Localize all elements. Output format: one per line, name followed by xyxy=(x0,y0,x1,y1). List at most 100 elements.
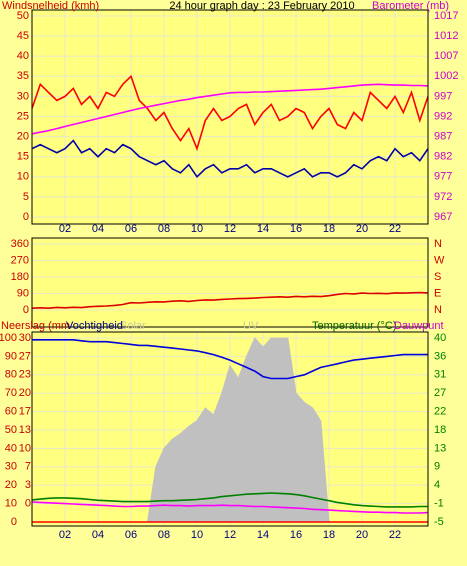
y-axis-label: Windsnelheid (kmh) xyxy=(2,0,99,12)
plot-area xyxy=(32,238,428,327)
x-tick-label: 16 xyxy=(290,223,302,235)
y2-tick-label: 18 xyxy=(434,424,446,436)
x-tick-label: 18 xyxy=(323,223,335,235)
y2-tick-label: 977 xyxy=(434,171,452,183)
x-tick-label: 08 xyxy=(158,223,170,235)
y3-tick-label: 0 xyxy=(25,498,31,510)
y-tick-label: 30 xyxy=(17,90,29,102)
plot-border xyxy=(31,237,429,328)
y-tick-label: 50 xyxy=(5,424,17,436)
y-tick-label: 60 xyxy=(5,406,17,418)
y2-tick-label: 1002 xyxy=(434,70,458,82)
series-line xyxy=(31,74,429,152)
y-tick-label: 25 xyxy=(17,110,29,122)
y2-tick-label: 31 xyxy=(434,369,446,381)
y2-tick-label: 13 xyxy=(434,442,446,454)
y-tick-label: 80 xyxy=(5,369,17,381)
legend-label: Solar xyxy=(120,320,146,332)
y2-tick-label: 997 xyxy=(434,90,452,102)
y2-tick-label: 987 xyxy=(434,131,452,143)
y-tick-label: 20 xyxy=(5,479,17,491)
y-tick-label: 45 xyxy=(17,30,29,42)
y2-tick-label: E xyxy=(434,287,441,299)
y2-tick-label: 982 xyxy=(434,151,452,163)
x-tick-label: 10 xyxy=(191,529,203,541)
x-tick-label: 14 xyxy=(257,529,269,541)
x-tick-label: 12 xyxy=(224,529,236,541)
legend-label: Neerslag (mm xyxy=(1,320,70,332)
y3-tick-label: 20 xyxy=(19,387,31,399)
y2-tick-label: 967 xyxy=(434,211,452,223)
legend-label: Temperatuur (°C) xyxy=(312,320,396,332)
x-tick-label: 10 xyxy=(191,223,203,235)
y2-tick-label: 36 xyxy=(434,350,446,362)
y2-tick-label: 1012 xyxy=(434,30,458,42)
y-tick-label: 0 xyxy=(23,211,29,223)
x-tick-label: 14 xyxy=(257,223,269,235)
y-tick-label: 10 xyxy=(5,498,17,510)
series-line xyxy=(31,501,429,514)
x-tick-label: 04 xyxy=(92,529,104,541)
y-tick-label: 270 xyxy=(11,254,29,266)
y3-tick-label: 10 xyxy=(19,442,31,454)
y-tick-label: 90 xyxy=(5,350,17,362)
y3-tick-label: 7 xyxy=(25,461,31,473)
y2-tick-label: S xyxy=(434,271,441,283)
y2-tick-label: N xyxy=(434,238,442,250)
y3-tick-label: 13 xyxy=(19,424,31,436)
x-tick-label: 18 xyxy=(323,529,335,541)
y2-tick-label: 27 xyxy=(434,387,446,399)
y3-tick-label: 23 xyxy=(19,369,31,381)
series-line xyxy=(31,291,429,310)
y2-tick-label: 9 xyxy=(434,461,440,473)
x-tick-label: 04 xyxy=(92,223,104,235)
y2-tick-label: 4 xyxy=(434,479,440,491)
y3-tick-label: 3 xyxy=(25,479,31,491)
y2-tick-label: 992 xyxy=(434,110,452,122)
series-line xyxy=(31,83,429,135)
y-tick-label: 180 xyxy=(11,271,29,283)
x-tick-label: 20 xyxy=(356,529,368,541)
x-tick-label: 06 xyxy=(125,529,137,541)
x-tick-label: 20 xyxy=(356,223,368,235)
y2-tick-label: 1007 xyxy=(434,50,458,62)
x-tick-label: 22 xyxy=(389,223,401,235)
y-tick-label: 70 xyxy=(5,387,17,399)
y2-tick-label: -1 xyxy=(434,498,444,510)
y2-tick-label: 1017 xyxy=(434,10,458,22)
x-tick-label: 02 xyxy=(59,223,71,235)
y2-tick-label: W xyxy=(434,254,445,266)
y-tick-label: 360 xyxy=(11,238,29,250)
x-tick-label: 22 xyxy=(389,529,401,541)
y-tick-label: 10 xyxy=(17,171,29,183)
y-tick-label: 40 xyxy=(17,50,29,62)
y2-tick-label: N xyxy=(434,304,442,316)
annotation: UV xyxy=(243,320,259,332)
x-tick-label: 06 xyxy=(125,223,137,235)
y-tick-label: 20 xyxy=(17,131,29,143)
y3-tick-label: 30 xyxy=(19,332,31,344)
y-tick-label: 40 xyxy=(5,442,17,454)
y-tick-label: 5 xyxy=(23,191,29,203)
y2-tick-label: 22 xyxy=(434,406,446,418)
y-tick-label: 35 xyxy=(17,70,29,82)
x-tick-label: 12 xyxy=(224,223,236,235)
series-line xyxy=(31,492,428,508)
y-tick-label: 90 xyxy=(17,287,29,299)
y2-tick-label: -5 xyxy=(434,516,444,528)
legend-label: Dauwpunt xyxy=(394,320,444,332)
plot-border xyxy=(31,9,429,225)
series-line xyxy=(32,339,428,380)
y-tick-label: 50 xyxy=(17,10,29,22)
series-line xyxy=(31,139,429,179)
x-tick-label: 08 xyxy=(158,529,170,541)
y-tick-label: 100 xyxy=(0,332,17,344)
y3-tick-label: 17 xyxy=(19,406,31,418)
chart-title: 24 hour graph day : 23 February 2010 xyxy=(169,0,354,12)
legend-label: Vochtigheid xyxy=(66,320,123,332)
x-tick-label: 16 xyxy=(290,529,302,541)
y-tick-label: 15 xyxy=(17,151,29,163)
y-tick-label: 0 xyxy=(23,304,29,316)
